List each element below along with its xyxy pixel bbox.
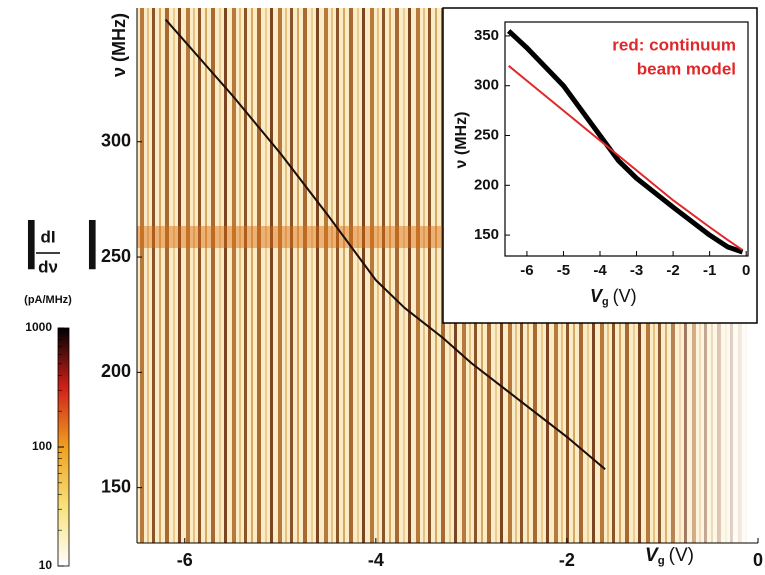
y-axis-label: ν (MHz) (109, 13, 129, 77)
y-tick-label: 300 (101, 131, 131, 151)
x-tick-label: 0 (753, 550, 763, 570)
series-line (506, 29, 744, 255)
annotation: beam model (637, 59, 736, 78)
label-sub: g (658, 555, 665, 567)
y-tick-label: 250 (474, 126, 499, 143)
label-main: V (645, 545, 659, 566)
y-tick-label: 300 (474, 77, 499, 94)
x-tick-label: -2 (559, 550, 575, 570)
colorbar-label-top: dI (40, 227, 55, 246)
colorbar-unit: (pA/MHz) (24, 294, 72, 306)
y-tick-label: 200 (474, 176, 499, 193)
bar-left: | (24, 212, 39, 270)
series-line (508, 65, 744, 251)
y-axis-label: ν (MHz) (453, 112, 470, 169)
y-tick-label: 350 (474, 27, 499, 44)
bar-right: | (85, 212, 100, 270)
x-axis-label: Vg (V) (645, 545, 694, 567)
y-tick-label: 200 (101, 361, 131, 381)
colorbar-tick-label: 1000 (25, 320, 52, 334)
x-axis-label: Vg (V) (590, 286, 637, 308)
x-tick-label: -6 (177, 550, 193, 570)
x-tick-label: -2 (666, 262, 679, 279)
x-tick-label: -6 (520, 262, 533, 279)
y-tick-label: 150 (101, 476, 131, 496)
x-tick-label: -1 (703, 262, 716, 279)
label-unit: (V) (669, 545, 694, 566)
label-main: V (590, 286, 604, 306)
x-tick-label: -3 (630, 262, 643, 279)
x-tick-label: 0 (742, 262, 750, 279)
y-tick-label: 250 (101, 246, 131, 266)
label-sub: g (602, 296, 609, 308)
colorbar: | | dI dν (pA/MHz) 10 100 1000 (24, 212, 100, 572)
colorbar-tick-label: 10 (39, 558, 53, 572)
inset-box (442, 7, 758, 324)
x-tick-label: -4 (368, 550, 384, 570)
x-tick-label: -5 (557, 262, 570, 279)
x-tick-label: -4 (593, 262, 607, 279)
colorbar-label-bottom: dν (38, 257, 58, 276)
main-plot: -6 -4 -2 0 150 200 250 300 ν (MHz) Vg (V) (101, 8, 763, 570)
y-tick-label: 150 (474, 226, 499, 243)
annotation: red: continuum (612, 35, 736, 54)
inset-plot: -6 -5 -4 -3 -2 -1 0 150 200 250 300 350 ν (MHz) Vg (V)… (453, 21, 750, 308)
series-line (164, 18, 606, 470)
colorbar-tick-label: 100 (32, 439, 52, 453)
plot-frame (504, 21, 749, 257)
label-unit: (V) (613, 286, 637, 306)
